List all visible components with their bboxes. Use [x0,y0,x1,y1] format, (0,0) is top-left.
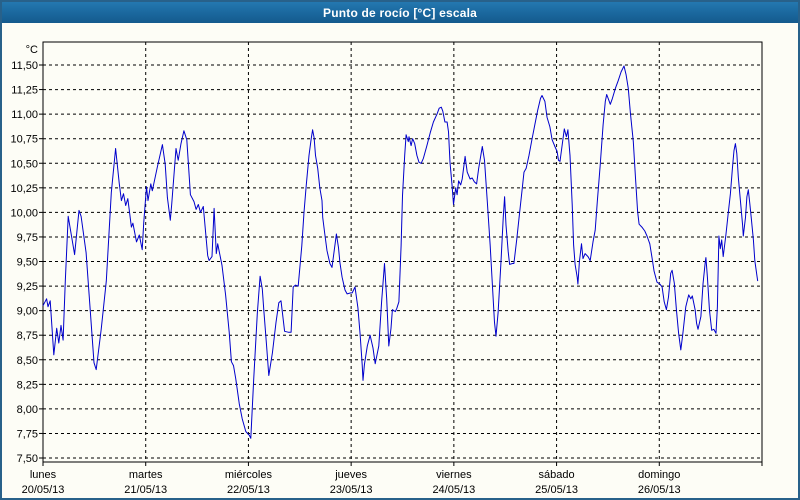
dew-point-chart: 11,50 11,25 11,00 10,75 10,50 10,25 10,00 9,75 9… [10,41,763,496]
day-date-label: 21/05/13 [124,484,167,496]
y-tick-label: 9,00 [17,306,38,318]
y-tick-label: 11,25 [11,85,38,97]
y-tick-label: 10,25 [10,183,38,195]
y-tick-label: 9,75 [17,232,38,244]
day-name-label: viernes [436,469,472,481]
y-tick-label: 8,75 [17,330,38,342]
y-tick-label: 9,50 [17,257,38,269]
y-tick-label: 8,25 [17,379,38,391]
y-tick-label: 11,00 [11,109,38,121]
y-tick-label: 9,25 [17,281,38,293]
day-date-label: 22/05/13 [227,484,270,496]
day-name-label: miércoles [225,469,273,481]
day-date-label: 23/05/13 [330,484,373,496]
y-tick-label: 8,00 [17,404,38,416]
series-line [42,65,759,439]
y-axis-unit-label: °C [26,44,38,56]
y-tick-label: 7,50 [17,453,38,465]
y-tick-label: 10,75 [10,134,38,146]
day-name-label: jueves [334,469,367,481]
day-name-label: lunes [30,469,57,481]
y-tick-label: 8,50 [17,355,38,367]
title-bar: Punto de rocío [°C] escala [2,2,798,23]
y-tick-label: 7,75 [17,428,38,440]
day-name-label: sábado [539,469,575,481]
plot-border [42,41,763,463]
day-date-label: 25/05/13 [535,484,578,496]
day-name-label: martes [129,469,163,481]
axis-labels: 11,50 11,25 11,00 10,75 10,50 10,25 10,00 9,75 9… [10,44,680,496]
dew-point-series [42,65,759,439]
y-tick-label: 11,50 [11,60,38,72]
day-date-label: 20/05/13 [22,484,65,496]
day-name-label: domingo [638,469,680,481]
y-tick-label: 10,50 [10,158,38,170]
day-date-label: 24/05/13 [432,484,475,496]
axes [39,41,763,466]
gridlines [43,42,762,462]
y-tick-label: 10,00 [10,207,38,219]
chart-title: Punto de rocío [°C] escala [322,5,478,20]
day-date-label: 26/05/13 [638,484,681,496]
